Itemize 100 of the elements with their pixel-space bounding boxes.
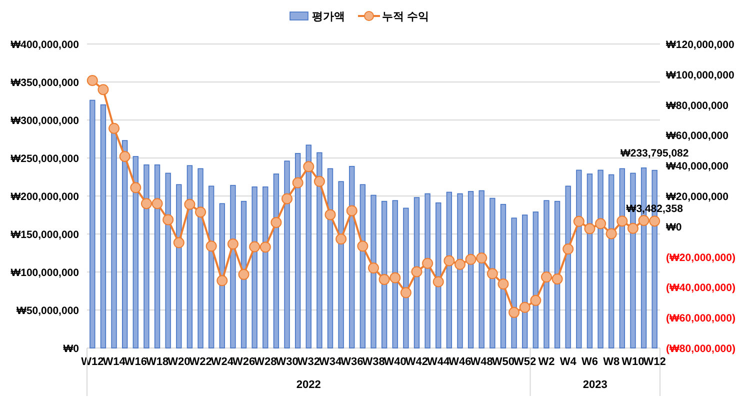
bar [273, 174, 280, 348]
y-tick-label: ₩150,000,000 [10, 229, 80, 241]
point [195, 206, 206, 218]
x-tick-label: W20 [168, 356, 190, 368]
x-tick-label: W8 [603, 356, 620, 368]
bar [544, 200, 550, 348]
bar [381, 200, 388, 348]
bar [90, 100, 96, 348]
y-tick-label: ₩250,000,000 [10, 153, 80, 165]
bar [414, 197, 420, 348]
bar [230, 184, 236, 348]
bar [436, 202, 442, 348]
point [432, 276, 444, 288]
bar [316, 152, 322, 348]
bar [327, 168, 334, 348]
x-tick-label: W4 [560, 356, 578, 368]
bar [424, 193, 430, 348]
point [616, 216, 628, 227]
bar [565, 186, 571, 348]
bar [262, 186, 268, 348]
bar [154, 164, 160, 348]
point [346, 205, 358, 216]
x-tick-label: W24 [210, 356, 234, 368]
point [357, 240, 368, 252]
point [465, 254, 476, 265]
bar [576, 170, 582, 348]
point [282, 193, 293, 204]
point [378, 274, 390, 285]
point [173, 237, 184, 248]
bar [338, 181, 344, 348]
bar [198, 168, 204, 348]
legend-label: 누적 수익 [382, 11, 430, 23]
y2-tick-label: ₩40,000,000 [666, 160, 729, 173]
y-tick-label: ₩400,000,000 [10, 39, 80, 51]
bar [144, 164, 150, 348]
x-tick-label: W14 [102, 356, 126, 368]
y2-tick-label: (₩60,000,000) [666, 312, 736, 325]
point [584, 223, 596, 234]
bar [478, 190, 484, 348]
bar [608, 174, 614, 348]
point [519, 302, 530, 313]
point [270, 216, 282, 228]
bar [252, 186, 258, 348]
x-tick-label: W34 [318, 356, 342, 368]
x-tick-label: W28 [254, 356, 277, 368]
point [638, 214, 650, 226]
point [400, 287, 412, 298]
point [595, 218, 606, 230]
point [314, 176, 325, 187]
bar [522, 214, 528, 348]
point [336, 234, 347, 245]
text: 2022 [296, 379, 321, 391]
y2-tick-label: (₩40,000,000) [666, 282, 736, 294]
point [216, 275, 228, 286]
bar [619, 168, 625, 348]
point [540, 272, 552, 283]
x-tick-label: W2 [538, 356, 555, 368]
y2-tick-label: ₩100,000,000 [666, 69, 734, 82]
point [184, 198, 196, 210]
x-tick-label: W26 [232, 356, 256, 368]
bar [403, 208, 409, 348]
x-tick-label: W40 [384, 356, 406, 368]
bar [446, 192, 452, 348]
bar [586, 174, 593, 348]
y2-tick-label: (₩80,000,000) [666, 343, 736, 355]
point [140, 198, 152, 210]
point [98, 84, 109, 96]
point [292, 177, 304, 188]
x-tick-label: W44 [427, 356, 451, 368]
legend-label: 평가액 [312, 11, 345, 23]
bar [392, 200, 398, 348]
point [552, 273, 563, 284]
point [260, 242, 271, 253]
point [606, 228, 617, 240]
point [130, 182, 142, 194]
point [486, 268, 498, 280]
x-tick-label: W50 [492, 356, 515, 368]
x-tick-label: W12 [643, 356, 666, 368]
data-label: ₩233,795,082 [620, 147, 689, 160]
bar [457, 193, 463, 348]
point [162, 214, 174, 226]
point [454, 258, 466, 270]
x-tick-label: W48 [470, 356, 493, 368]
bar [370, 194, 376, 348]
point [368, 262, 379, 274]
point [649, 216, 660, 227]
bar [100, 104, 106, 348]
x-tick-label: W46 [448, 356, 472, 368]
bar [468, 191, 474, 348]
bar [349, 166, 355, 348]
bar [176, 184, 182, 348]
y-tick-label: ₩0 [63, 343, 80, 355]
point [411, 266, 422, 278]
bar [186, 165, 193, 348]
y-tick-label: ₩50,000,000 [16, 305, 80, 317]
point [249, 241, 260, 252]
point [227, 238, 238, 250]
y-tick-label: ₩350,000,000 [10, 77, 80, 89]
bar [490, 198, 496, 348]
x-tick-label: W38 [362, 356, 385, 368]
